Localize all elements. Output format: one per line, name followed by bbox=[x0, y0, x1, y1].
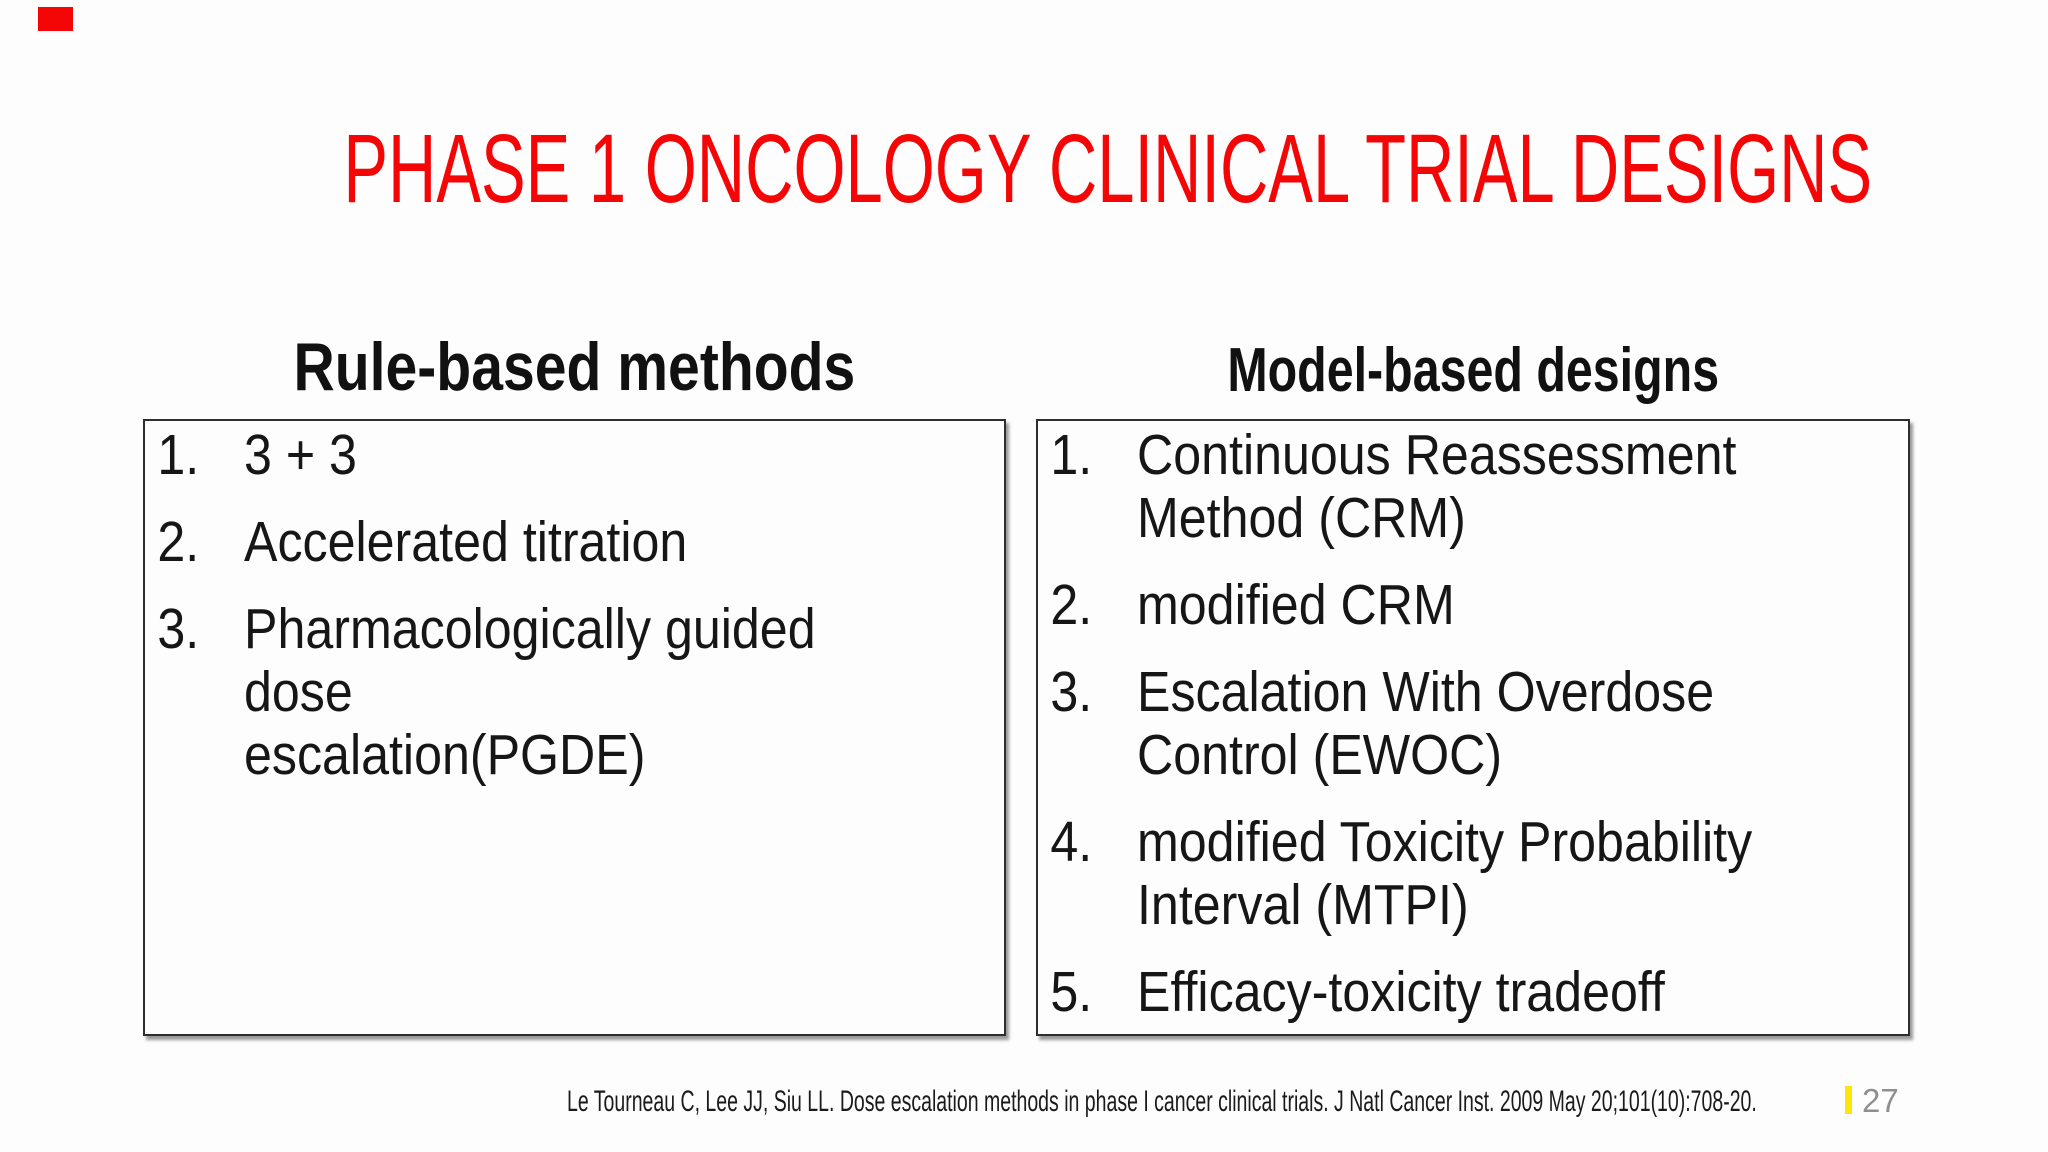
list-item-text: Continuous Reassessment Method (CRM) bbox=[1137, 423, 1737, 550]
list-item-number: 2. bbox=[157, 510, 200, 574]
list-item: 2. modified CRM bbox=[1038, 574, 1908, 637]
list-item: 1. 3 + 3 bbox=[145, 424, 1004, 487]
model-based-designs-list: 1. Continuous Reassessment Method (CRM) … bbox=[1038, 421, 1908, 1024]
list-item-number: 3. bbox=[1050, 660, 1093, 724]
recording-indicator bbox=[38, 7, 73, 31]
list-item-number: 4. bbox=[1050, 810, 1093, 874]
list-item-text: modified CRM bbox=[1137, 573, 1455, 637]
rule-based-methods-box: 1. 3 + 3 2. Accelerated titration 3. Pha… bbox=[143, 419, 1006, 1036]
page-number: 27 bbox=[1862, 1082, 1899, 1119]
list-item-text: modified Toxicity Probability Interval (… bbox=[1137, 810, 1753, 937]
list-item-number: 1. bbox=[1050, 423, 1093, 487]
list-item-number: 5. bbox=[1050, 960, 1093, 1024]
column-heading-rule-based: Rule-based methods bbox=[293, 329, 856, 405]
list-item-text: Escalation With Overdose Control (EWOC) bbox=[1137, 660, 1715, 787]
list-item-text: Accelerated titration bbox=[244, 510, 688, 574]
list-item-text: 3 + 3 bbox=[244, 423, 357, 487]
rule-based-methods-list: 1. 3 + 3 2. Accelerated titration 3. Pha… bbox=[145, 421, 1004, 787]
list-item: 3. Pharmacologically guided dose escalat… bbox=[145, 598, 1004, 787]
list-item-number: 2. bbox=[1050, 573, 1093, 637]
list-item: 1. Continuous Reassessment Method (CRM) bbox=[1038, 424, 1908, 550]
list-item: 5. Efficacy-toxicity tradeoff bbox=[1038, 961, 1908, 1024]
list-item: 2. Accelerated titration bbox=[145, 511, 1004, 574]
citation-text: Le Tourneau C, Lee JJ, Siu LL. Dose esca… bbox=[567, 1085, 1757, 1118]
list-item-text: Pharmacologically guided dose escalation… bbox=[244, 597, 816, 787]
column-heading-model-based: Model-based designs bbox=[1227, 336, 1719, 405]
list-item-text: Efficacy-toxicity tradeoff bbox=[1137, 960, 1665, 1024]
highlight-caret bbox=[1845, 1086, 1852, 1114]
list-item-number: 3. bbox=[157, 597, 200, 661]
list-item-number: 1. bbox=[157, 423, 200, 487]
slide-title-text: PHASE 1 ONCOLOGY CLINICAL TRIAL DESIGNS bbox=[343, 114, 1873, 223]
slide-title: PHASE 1 ONCOLOGY CLINICAL TRIAL DESIGNS bbox=[0, 120, 2048, 217]
model-based-designs-box: 1. Continuous Reassessment Method (CRM) … bbox=[1036, 419, 1910, 1036]
list-item: 4. modified Toxicity Probability Interva… bbox=[1038, 811, 1908, 937]
list-item: 3. Escalation With Overdose Control (EWO… bbox=[1038, 661, 1908, 787]
